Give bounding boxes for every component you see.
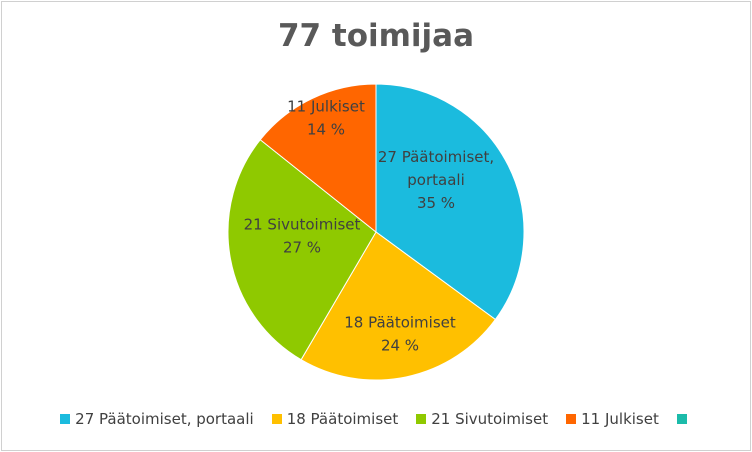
- slice-data-label: 24 %: [381, 337, 419, 355]
- legend-item: 27 Päätoimiset, portaali: [60, 410, 254, 428]
- pie-slice: [300, 231, 497, 381]
- legend-swatch: [566, 414, 577, 424]
- pie-slice: [375, 83, 525, 321]
- legend-swatch: [60, 414, 71, 424]
- slice-data-label: 14 %: [307, 121, 345, 139]
- pie-slice: [259, 83, 377, 234]
- pie-slice: [227, 139, 377, 361]
- slice-data-label: 11 Julkiset: [287, 98, 365, 116]
- slice-data-label: 21 Sivutoimiset: [244, 216, 361, 234]
- legend-swatch: [676, 414, 687, 424]
- legend-label: 18 Päätoimiset: [286, 410, 399, 428]
- legend-label: 11 Julkiset: [581, 410, 659, 428]
- slice-data-label: portaali: [407, 171, 464, 189]
- legend-item: [676, 414, 692, 424]
- legend-item: 11 Julkiset: [566, 410, 659, 428]
- legend-label: 21 Sivutoimiset: [431, 410, 549, 428]
- slice-data-label: 27 Päätoimiset,: [378, 148, 494, 166]
- slice-data-label: 27 %: [283, 239, 321, 257]
- slice-data-label: 18 Päätoimiset: [344, 314, 456, 332]
- legend-item: 21 Sivutoimiset: [416, 410, 548, 428]
- legend-swatch: [271, 414, 282, 424]
- chart-title: 77 toimijaa: [277, 18, 475, 54]
- slice-data-label: 35 %: [417, 194, 455, 212]
- legend-item: 18 Päätoimiset: [271, 410, 399, 428]
- legend-label: 27 Päätoimiset, portaali: [75, 410, 254, 428]
- chart-legend: 27 Päätoimiset, portaali 18 Päätoimiset 21…: [0, 410, 752, 428]
- legend-swatch: [416, 414, 427, 424]
